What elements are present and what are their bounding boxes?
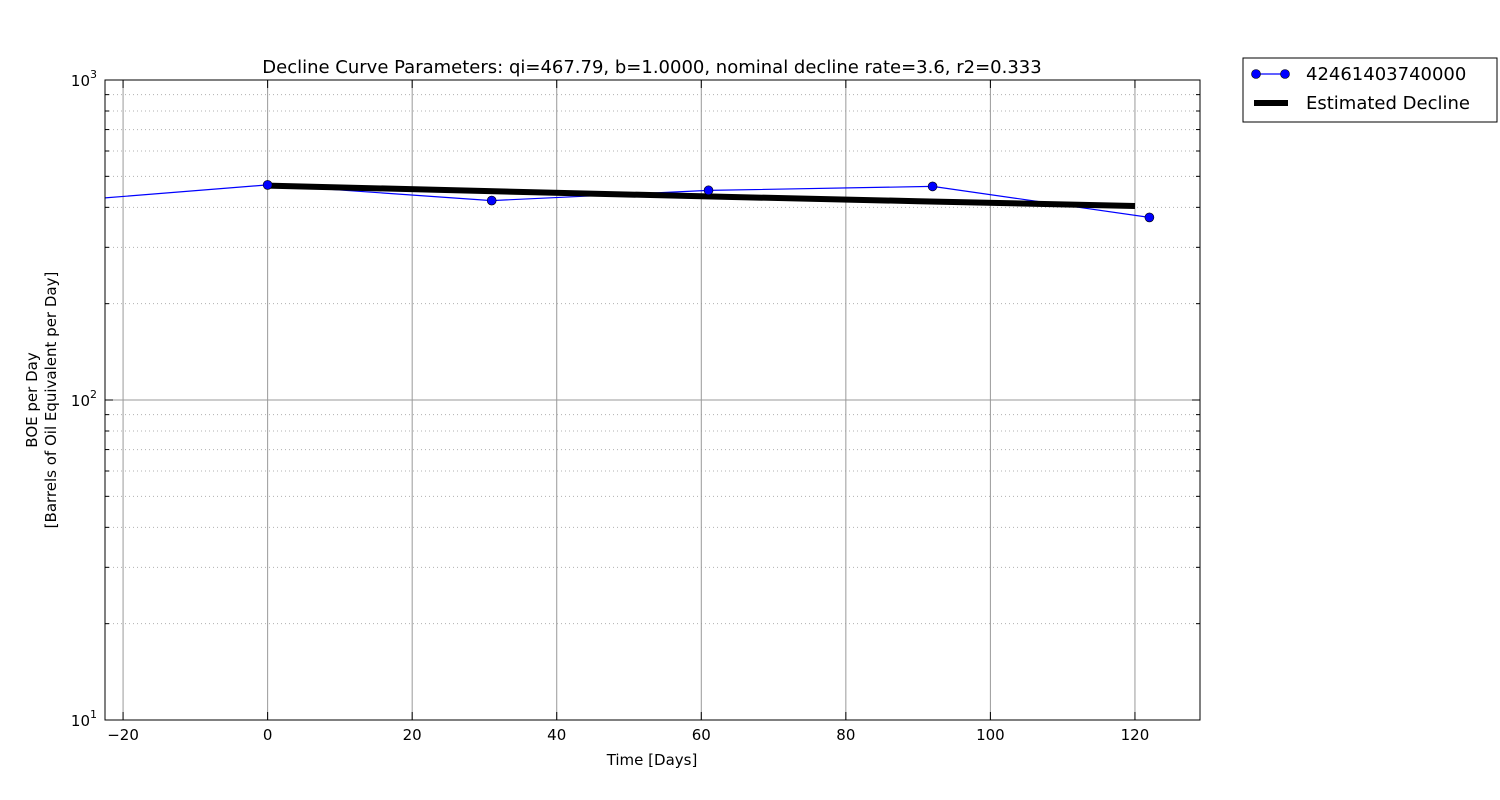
- data-point: [1144, 212, 1155, 223]
- series-line-estimated-decline: [267, 182, 1136, 209]
- x-tick-labels: −20 0 20 40 60 80 100 120: [107, 726, 1149, 744]
- y-tick-label: 101: [71, 708, 97, 730]
- legend-box: [1242, 57, 1498, 123]
- legend-marker-series-1: [1280, 69, 1290, 79]
- data-point: [486, 195, 497, 206]
- legend-marker-series-1: [1251, 69, 1261, 79]
- minor-grid: [105, 94, 1200, 625]
- x-tick-label: 100: [976, 726, 1005, 744]
- y-tick-label: 103: [71, 68, 97, 90]
- legend-label-series-2: Estimated Decline: [1306, 93, 1470, 114]
- x-tick-label: 20: [403, 726, 422, 744]
- data-point: [703, 185, 714, 196]
- y-tick-labels: 101 102 103: [71, 68, 97, 730]
- x-axis-title: Time [Days]: [606, 751, 698, 769]
- x-tick-label: 0: [263, 726, 273, 744]
- y-axis-title-line2: [Barrels of Oil Equivalent per Day]: [42, 272, 60, 529]
- x-tick-label: −20: [107, 726, 139, 744]
- x-tick-label: 80: [836, 726, 855, 744]
- y-axis-title-line1: BOE per Day: [23, 352, 41, 448]
- legend-label-series-1: 42461403740000: [1306, 64, 1466, 85]
- data-point: [927, 181, 938, 192]
- series-layer: [105, 180, 1155, 223]
- x-tick-label: 120: [1121, 726, 1150, 744]
- x-tick-label: 40: [547, 726, 566, 744]
- legend: 42461403740000 Estimated Decline: [1242, 57, 1498, 123]
- data-point: [262, 180, 273, 190]
- chart-title: Decline Curve Parameters: qi=467.79, b=1…: [262, 57, 1041, 78]
- x-tick-label: 60: [692, 726, 711, 744]
- tick-marks: [105, 79, 1200, 721]
- y-tick-label: 102: [71, 388, 97, 410]
